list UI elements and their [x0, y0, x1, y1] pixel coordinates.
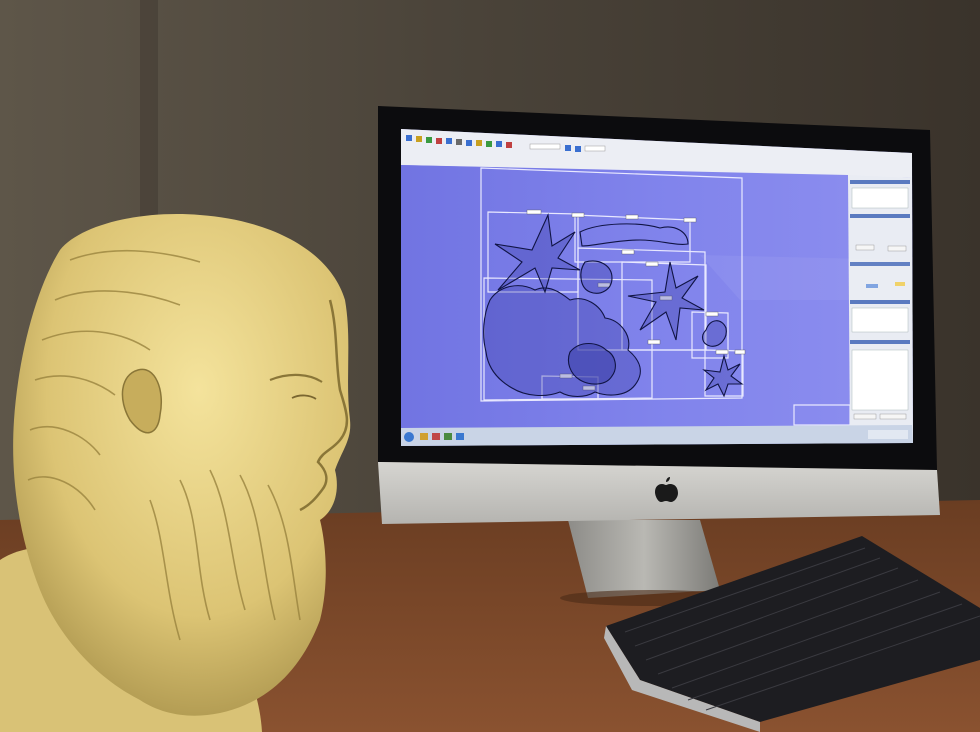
bust-eye [291, 394, 317, 400]
label-tag [705, 311, 719, 317]
wireless-keyboard [604, 536, 980, 732]
label-tag [683, 217, 697, 223]
panel-field [895, 282, 905, 286]
side-panel-sections [850, 180, 910, 420]
starfish-outline [627, 261, 705, 341]
label-tag [582, 385, 596, 391]
apple-logo [655, 477, 678, 502]
label-tag [645, 261, 659, 267]
taskbar-icons [404, 430, 908, 442]
keyboard-keys [624, 547, 980, 711]
label-tags [526, 209, 746, 391]
bust-hair-strands [27, 249, 301, 641]
panel-header [850, 340, 910, 344]
panel-table [851, 187, 909, 209]
panel-table [851, 307, 909, 333]
screen-glare [700, 255, 912, 300]
label-tag [625, 214, 639, 220]
label-tag [526, 209, 542, 215]
marble-bust [0, 214, 351, 732]
canvas-shape [580, 260, 613, 294]
bust-head [13, 214, 351, 716]
label-tag [659, 295, 673, 301]
start-button-icon [404, 432, 414, 442]
drawing-canvas [401, 165, 850, 428]
panel-list [851, 349, 909, 411]
bounding-box [574, 214, 691, 263]
panel-field [866, 284, 878, 288]
bounding-box [480, 167, 743, 402]
keyboard-silver-edge [604, 626, 760, 732]
large-lobed-sponge-outline [567, 342, 616, 385]
panel-header [850, 300, 910, 304]
panel-button [887, 245, 907, 252]
panel-button [879, 413, 907, 420]
bust-face-profile [299, 299, 349, 512]
bounding-box [704, 349, 744, 397]
bust-eye-brow [269, 373, 323, 383]
panel-button [855, 244, 875, 251]
bounding-boxes [480, 167, 851, 426]
label-tag [571, 212, 585, 218]
bust-ear [121, 368, 162, 434]
label-tag [734, 349, 746, 355]
monitor-stand [568, 520, 720, 598]
panel-header [850, 214, 910, 218]
app-toolbar [401, 129, 912, 178]
label-tag [559, 373, 573, 379]
panel-button [853, 413, 877, 420]
panel-header [850, 180, 910, 184]
label-tag [647, 339, 661, 345]
label-tag [621, 249, 635, 255]
taskbar [401, 425, 913, 446]
toolbar-icons [406, 135, 606, 152]
keyboard-body [606, 536, 980, 722]
label-tag [715, 349, 729, 355]
monitor-screen [401, 129, 913, 446]
small-starfish-outline [702, 353, 744, 398]
starfish-outline [494, 213, 581, 294]
canvas-shape [579, 223, 689, 247]
canvas-shapes [483, 213, 744, 398]
small-starfish-outline [701, 320, 727, 347]
bounding-box [483, 277, 653, 401]
panel-header [850, 262, 910, 266]
